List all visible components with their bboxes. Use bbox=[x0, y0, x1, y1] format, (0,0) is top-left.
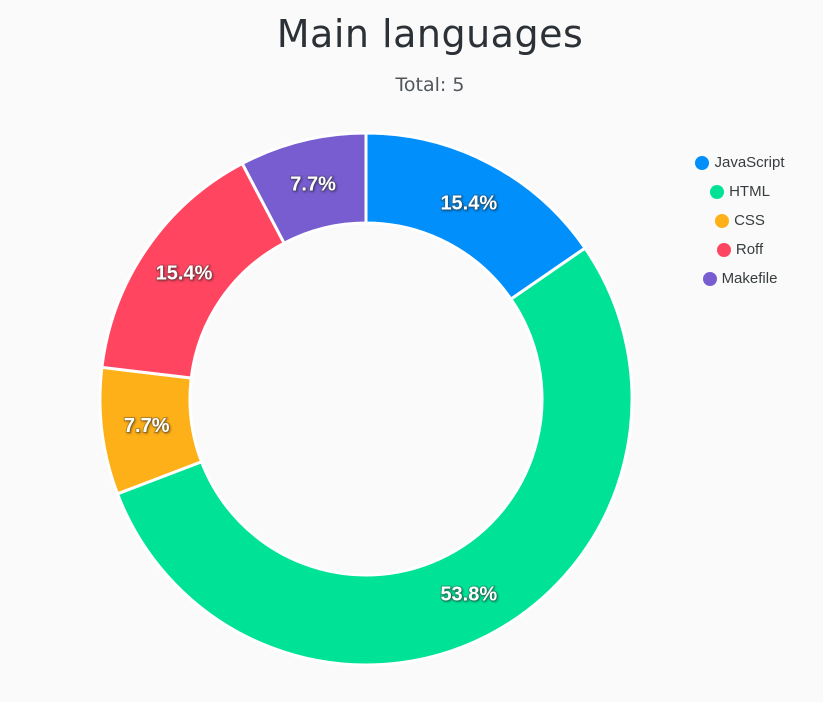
legend-label: JavaScript bbox=[714, 154, 785, 171]
legend: JavaScript HTML CSS Roff Makefile bbox=[660, 154, 820, 288]
donut-slice-makefile[interactable] bbox=[240, 131, 368, 245]
legend-item-html[interactable]: HTML bbox=[710, 183, 770, 201]
legend-item-makefile[interactable]: Makefile bbox=[702, 270, 778, 288]
legend-label: HTML bbox=[729, 183, 770, 200]
legend-marker-icon bbox=[710, 185, 725, 199]
legend-item-css[interactable]: CSS bbox=[715, 212, 765, 230]
legend-marker-icon bbox=[715, 214, 730, 228]
donut-slice-html[interactable] bbox=[115, 246, 634, 667]
legend-label: Roff bbox=[735, 241, 764, 258]
donut-slice-roff[interactable] bbox=[100, 162, 286, 380]
chart-subtitle: Total: 5 bbox=[395, 74, 465, 96]
legend-marker-icon bbox=[716, 243, 731, 257]
legend-marker-icon bbox=[702, 272, 717, 286]
chart-title: Main languages bbox=[276, 12, 584, 56]
legend-label: CSS bbox=[734, 212, 765, 229]
legend-label: Makefile bbox=[721, 270, 778, 287]
legend-marker-icon bbox=[695, 156, 710, 170]
legend-item-roff[interactable]: Roff bbox=[716, 241, 764, 259]
legend-item-javascript[interactable]: JavaScript bbox=[695, 154, 785, 172]
